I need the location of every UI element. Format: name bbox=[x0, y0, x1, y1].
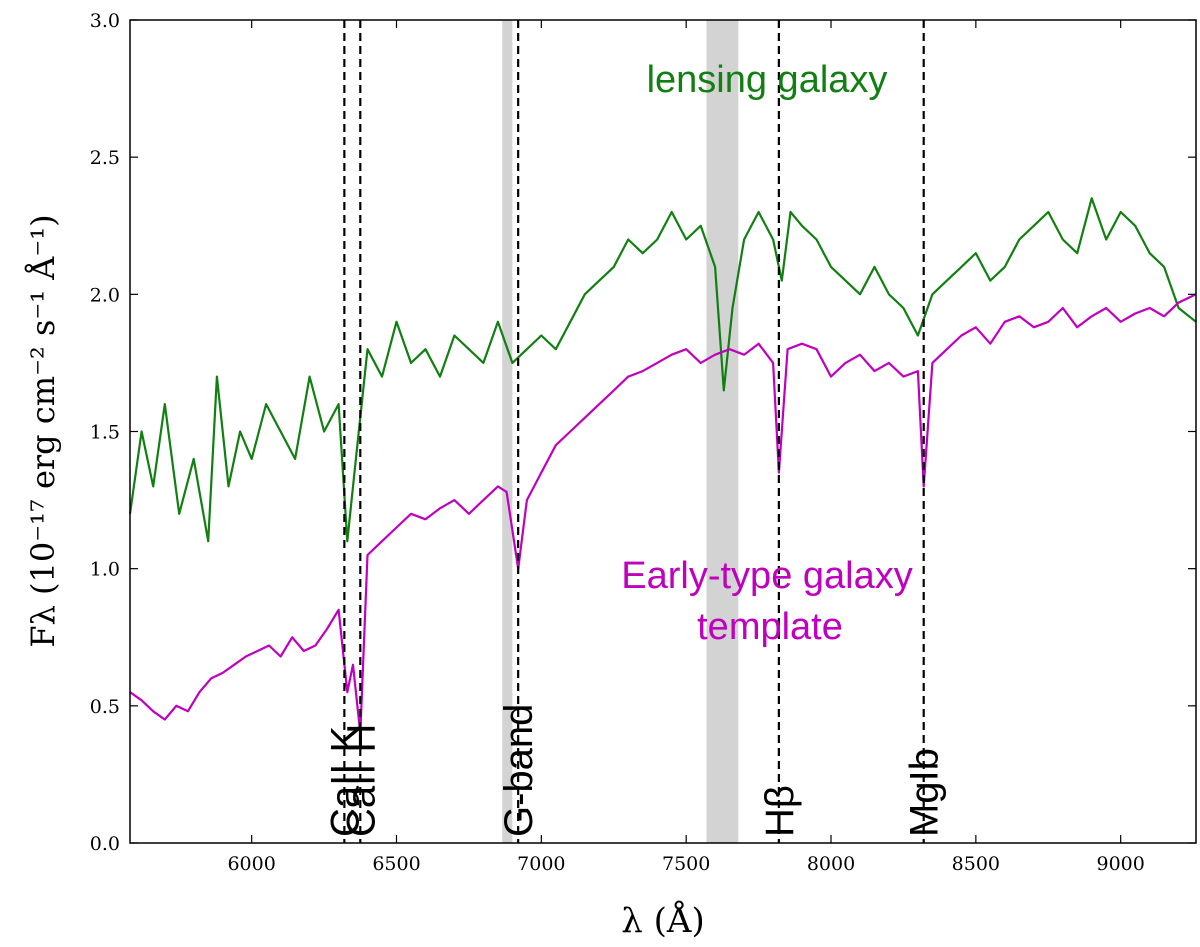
series-lines bbox=[128, 197, 1197, 735]
series-label-early-type-galaxy: Early-type galaxy bbox=[621, 555, 912, 597]
plot-frame bbox=[129, 19, 1197, 844]
x-axis-ticks: 6000 6500 7000 7500 8000 8500 9000 bbox=[227, 20, 1145, 875]
y-axis-ticks: 0.0 0.5 1.0 1.5 2.0 2.5 3.0 bbox=[90, 10, 1196, 855]
y-axis-title: Fλ (10⁻¹⁷ erg cm⁻² s⁻¹ Å⁻¹) bbox=[24, 214, 62, 647]
reference-line-label-0: CaII K bbox=[323, 726, 367, 837]
series-line-early-type-galaxy-template bbox=[129, 293, 1197, 735]
series-label-lensing-galaxy: lensing galaxy bbox=[647, 59, 888, 101]
reference-line-label-1: CaII H bbox=[339, 724, 383, 837]
y-tick-label-2: 1.0 bbox=[90, 559, 120, 581]
x-tick-label-4: 8000 bbox=[807, 853, 855, 875]
x-tick-label-6: 9000 bbox=[1097, 853, 1145, 875]
x-tick-label-2: 7000 bbox=[517, 853, 565, 875]
reference-line-label-4: MgIb bbox=[903, 748, 947, 837]
y-tick-label-4: 2.0 bbox=[90, 284, 120, 306]
x-tick-label-0: 6000 bbox=[227, 853, 275, 875]
shaded-bands bbox=[502, 20, 739, 843]
x-tick-label-5: 8500 bbox=[952, 853, 1000, 875]
reference-line-label-3: Hβ bbox=[758, 785, 802, 837]
series-line-lensing-galaxy bbox=[128, 197, 1197, 543]
y-tick-label-0: 0.0 bbox=[90, 833, 120, 855]
x-tick-label-3: 7500 bbox=[662, 853, 710, 875]
y-tick-label-6: 3.0 bbox=[90, 10, 120, 32]
y-tick-label-3: 1.5 bbox=[90, 422, 120, 444]
x-tick-label-1: 6500 bbox=[372, 853, 420, 875]
shaded-band-1 bbox=[706, 20, 739, 843]
y-tick-label-1: 0.5 bbox=[90, 696, 120, 718]
reference-line-label-2: G-band bbox=[497, 704, 541, 837]
shaded-band-0 bbox=[502, 20, 513, 843]
x-axis-title: λ (Å) bbox=[621, 900, 704, 941]
y-tick-label-5: 2.5 bbox=[90, 147, 120, 169]
reference-lines bbox=[343, 20, 925, 843]
series-label-template: template bbox=[697, 606, 843, 648]
